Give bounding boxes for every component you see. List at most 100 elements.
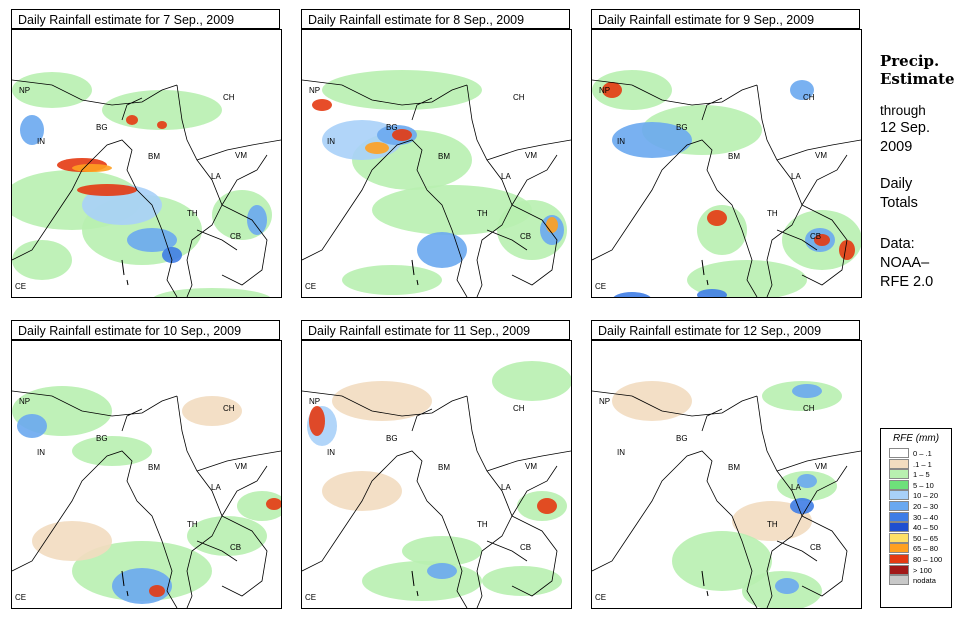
rain-area: [592, 70, 672, 110]
country-label-vm: VM: [815, 462, 827, 471]
rainfall-map-panel: Daily Rainfall estimate for 8 Sep., 2009…: [301, 9, 572, 298]
panel-title: Daily Rainfall estimate for 8 Sep., 2009: [301, 9, 570, 29]
rain-area: [537, 498, 557, 514]
rain-area: [790, 498, 814, 514]
country-label-bm: BM: [438, 152, 450, 161]
country-label-la: LA: [501, 483, 511, 492]
country-label-np: NP: [309, 397, 321, 406]
legend-label: 80 – 100: [913, 554, 943, 564]
rain-area: [797, 474, 817, 488]
country-label-th: TH: [767, 209, 778, 218]
rain-area: [707, 210, 727, 226]
rain-area: [342, 265, 442, 295]
side-date-line1: 12 Sep.: [880, 120, 930, 136]
legend-swatch: [889, 543, 909, 554]
rain-area: [153, 288, 271, 297]
rain-area: [332, 381, 432, 421]
country-label-ch: CH: [223, 404, 235, 413]
legend-item: nodata: [881, 575, 951, 586]
country-label-vm: VM: [815, 151, 827, 160]
legend-label: 1 – 5: [913, 470, 930, 480]
panel-title: Daily Rainfall estimate for 11 Sep., 200…: [301, 320, 570, 340]
legend-label: .1 – 1: [913, 459, 932, 469]
rain-area: [814, 234, 830, 246]
side-through: through: [880, 103, 926, 118]
legend-item: 80 – 100: [881, 553, 951, 565]
country-label-ce: CE: [595, 282, 607, 291]
country-label-th: TH: [767, 520, 778, 529]
legend-label: 40 – 50: [913, 523, 939, 533]
country-label-ch: CH: [803, 93, 815, 102]
rain-area: [613, 292, 651, 297]
rain-area: [77, 184, 137, 196]
rain-area: [266, 498, 281, 510]
country-label-cb: CB: [230, 232, 242, 241]
panel-title: Daily Rainfall estimate for 9 Sep., 2009: [591, 9, 860, 29]
legend-item: 5 – 10: [881, 479, 951, 491]
country-label-np: NP: [19, 397, 31, 406]
country-label-la: LA: [791, 172, 801, 181]
rain-area: [126, 115, 138, 125]
rainfall-map: NP IN BG BM CH VM LA TH CB CE: [11, 29, 282, 298]
legend-swatch: [889, 469, 909, 480]
legend-label: > 100: [913, 565, 932, 575]
country-label-th: TH: [477, 209, 488, 218]
country-border: [592, 79, 861, 297]
country-label-ce: CE: [15, 282, 27, 291]
country-label-la: LA: [791, 483, 801, 492]
island: [121, 570, 129, 597]
rain-area: [12, 72, 92, 108]
legend-swatch: [889, 532, 909, 543]
country-border: [12, 390, 281, 608]
legend-swatch: [889, 553, 909, 564]
legend-swatch: [889, 490, 909, 501]
country-label-np: NP: [599, 86, 611, 95]
country-label-th: TH: [477, 520, 488, 529]
country-label-ce: CE: [15, 593, 27, 602]
rain-area: [732, 501, 812, 541]
legend-label: 20 – 30: [913, 501, 939, 511]
country-label-in: IN: [617, 137, 625, 146]
country-label-la: LA: [501, 172, 511, 181]
legend-label: 65 – 80: [913, 544, 939, 554]
country-label-ce: CE: [595, 593, 607, 602]
rain-area: [17, 414, 47, 438]
country-label-ch: CH: [223, 93, 235, 102]
rain-area: [775, 578, 799, 594]
country-label-cb: CB: [230, 543, 242, 552]
rain-area: [112, 568, 172, 604]
rain-area: [72, 164, 112, 172]
legend-swatch: [889, 575, 909, 586]
legend-item: 50 – 65: [881, 532, 951, 544]
country-label-vm: VM: [525, 151, 537, 160]
rain-area: [392, 129, 412, 141]
rain-area: [612, 381, 692, 421]
side-data-source: NOAA–: [880, 255, 930, 271]
rain-area: [790, 80, 814, 100]
country-border: [12, 79, 281, 297]
legend-item: 10 – 20: [881, 490, 951, 501]
legend-swatch: [889, 448, 909, 458]
country-label-ce: CE: [305, 282, 317, 291]
legend-label: 30 – 40: [913, 512, 939, 522]
country-label-bm: BM: [728, 463, 740, 472]
country-label-bg: BG: [386, 123, 398, 132]
side-title-line2: Estimate: [880, 70, 955, 88]
rainfall-map: NP IN BG BM CH VM LA TH CB CE: [301, 340, 572, 609]
side-data-product: RFE 2.0: [880, 274, 934, 290]
rain-area: [157, 121, 167, 129]
rain-area: [309, 406, 325, 436]
country-label-in: IN: [617, 448, 625, 457]
rain-area: [127, 228, 177, 252]
country-label-th: TH: [187, 520, 198, 529]
rain-area: [187, 516, 267, 556]
rain-area: [312, 99, 332, 111]
legend-swatch: [889, 564, 909, 575]
legend-item: .1 – 1: [881, 458, 951, 470]
country-label-ch: CH: [513, 404, 525, 413]
country-label-la: LA: [211, 172, 221, 181]
country-label-in: IN: [327, 137, 335, 146]
legend-item: 0 – .1: [881, 448, 951, 459]
rainfall-map: NP IN BG BM CH VM LA TH CB CE: [591, 340, 862, 609]
rainfall-map-panel: Daily Rainfall estimate for 9 Sep., 2009…: [591, 9, 862, 298]
